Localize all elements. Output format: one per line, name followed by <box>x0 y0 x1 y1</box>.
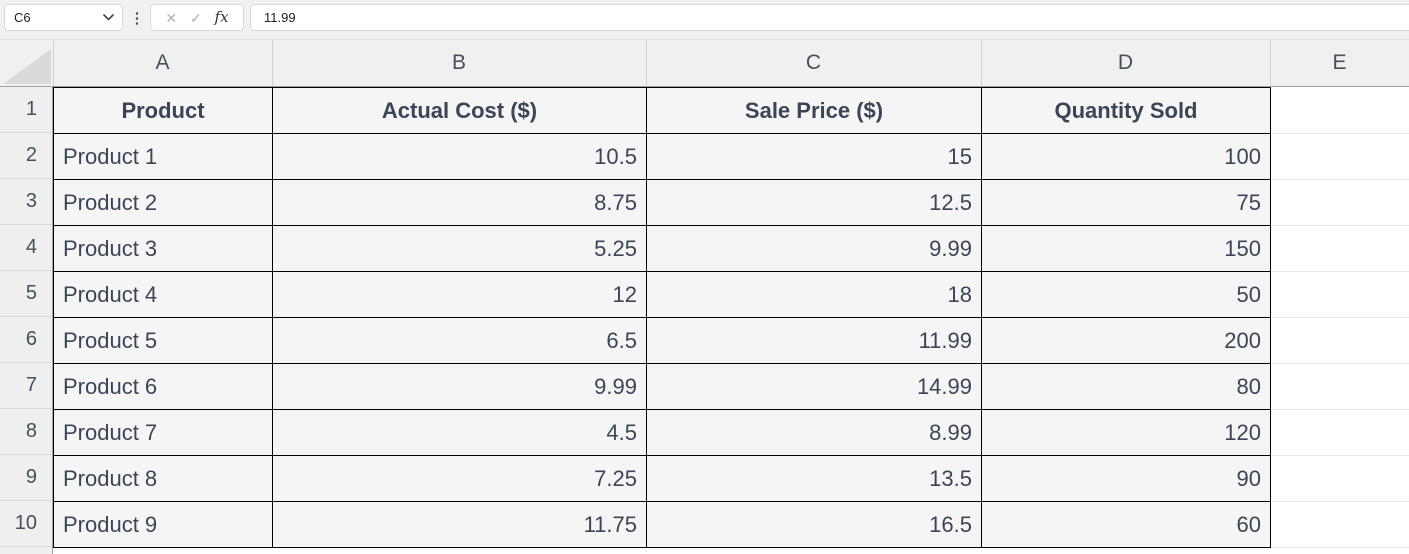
cell-D9[interactable]: 90 <box>982 456 1271 502</box>
cancel-icon[interactable]: ✕ <box>165 9 178 26</box>
row-header-3[interactable]: 3 <box>0 179 52 225</box>
cell-C1[interactable]: Sale Price ($) <box>647 88 982 134</box>
gridline <box>1271 455 1409 456</box>
cell-C5[interactable]: 18 <box>647 272 982 318</box>
cell-A5[interactable]: Product 4 <box>54 272 273 318</box>
header-divider <box>1270 40 1271 86</box>
name-box[interactable]: C6 <box>4 4 123 31</box>
name-box-resize-handle[interactable]: ⋮ <box>129 9 145 27</box>
cell-A10[interactable]: Product 9 <box>54 502 273 548</box>
formula-bar: C6 ⋮ ✕ ✓ fx 11.99 <box>0 0 1409 40</box>
column-headers: A B C D E <box>0 40 1409 87</box>
gridline <box>1271 271 1409 272</box>
cell-A2[interactable]: Product 1 <box>54 134 273 180</box>
cell-D7[interactable]: 80 <box>982 364 1271 410</box>
row-header-1[interactable]: 1 <box>0 87 52 133</box>
header-divider <box>981 40 982 86</box>
cell-B4[interactable]: 5.25 <box>273 226 647 272</box>
cell-C10[interactable]: 16.5 <box>647 502 982 548</box>
name-box-value: C6 <box>14 10 31 25</box>
row-header-11-partial[interactable] <box>0 547 52 554</box>
row-header-4[interactable]: 4 <box>0 225 52 271</box>
gridline <box>1271 501 1409 502</box>
column-header-b[interactable]: B <box>451 51 466 74</box>
cell-A9[interactable]: Product 8 <box>54 456 273 502</box>
gridline <box>1271 225 1409 226</box>
cell-B2[interactable]: 10.5 <box>273 134 647 180</box>
gridline <box>1271 409 1409 410</box>
cell-B3[interactable]: 8.75 <box>273 180 647 226</box>
cell-B6[interactable]: 6.5 <box>273 318 647 364</box>
formula-value: 11.99 <box>264 10 296 25</box>
cell-D1[interactable]: Quantity Sold <box>982 88 1271 134</box>
cell-C9[interactable]: 13.5 <box>647 456 982 502</box>
cell-A4[interactable]: Product 3 <box>54 226 273 272</box>
cell-D2[interactable]: 100 <box>982 134 1271 180</box>
cell-A7[interactable]: Product 6 <box>54 364 273 410</box>
row-header-9[interactable]: 9 <box>0 455 52 501</box>
cell-C6[interactable]: 11.99 <box>647 318 982 364</box>
cell-C8[interactable]: 8.99 <box>647 410 982 456</box>
cell-C4[interactable]: 9.99 <box>647 226 982 272</box>
enter-icon[interactable]: ✓ <box>189 9 202 26</box>
cell-D5[interactable]: 50 <box>982 272 1271 318</box>
row-header-6[interactable]: 6 <box>0 317 52 363</box>
cell-D4[interactable]: 150 <box>982 226 1271 272</box>
gridline <box>1271 547 1409 548</box>
cell-A8[interactable]: Product 7 <box>54 410 273 456</box>
select-all-triangle-icon <box>3 49 51 84</box>
header-divider <box>272 40 273 86</box>
row-header-8[interactable]: 8 <box>0 409 52 455</box>
insert-function-icon[interactable]: fx <box>214 8 229 26</box>
row-header-10[interactable]: 10 <box>0 501 52 547</box>
header-divider <box>53 40 54 86</box>
cell-D6[interactable]: 200 <box>982 318 1271 364</box>
column-header-d[interactable]: D <box>1117 51 1134 74</box>
select-all-corner[interactable] <box>0 40 53 86</box>
gridline <box>1271 133 1409 134</box>
cell-C3[interactable]: 12.5 <box>647 180 982 226</box>
cell-A6[interactable]: Product 5 <box>54 318 273 364</box>
column-header-a[interactable]: A <box>155 51 170 74</box>
gridline <box>1271 179 1409 180</box>
cell-B5[interactable]: 12 <box>273 272 647 318</box>
gridline <box>1271 317 1409 318</box>
row-headers: 1 2 3 4 5 6 7 8 9 10 <box>0 87 53 554</box>
cell-B8[interactable]: 4.5 <box>273 410 647 456</box>
cell-B10[interactable]: 11.75 <box>273 502 647 548</box>
cell-C7[interactable]: 14.99 <box>647 364 982 410</box>
header-divider <box>646 40 647 86</box>
row-header-2[interactable]: 2 <box>0 133 52 179</box>
column-header-c[interactable]: C <box>805 51 822 74</box>
cell-D10[interactable]: 60 <box>982 502 1271 548</box>
formula-buttons-group: ✕ ✓ fx <box>150 4 244 31</box>
column-header-e[interactable]: E <box>1332 51 1347 74</box>
cell-A3[interactable]: Product 2 <box>54 180 273 226</box>
cell-B9[interactable]: 7.25 <box>273 456 647 502</box>
data-table: Product Actual Cost ($) Sale Price ($) Q… <box>53 87 1271 548</box>
cell-B7[interactable]: 9.99 <box>273 364 647 410</box>
row-header-5[interactable]: 5 <box>0 271 52 317</box>
cell-D8[interactable]: 120 <box>982 410 1271 456</box>
cell-D3[interactable]: 75 <box>982 180 1271 226</box>
cell-A1[interactable]: Product <box>54 88 273 134</box>
chevron-down-icon[interactable] <box>103 14 114 21</box>
row-header-7[interactable]: 7 <box>0 363 52 409</box>
cell-C2[interactable]: 15 <box>647 134 982 180</box>
cell-B1[interactable]: Actual Cost ($) <box>273 88 647 134</box>
formula-input[interactable]: 11.99 <box>250 4 1409 31</box>
gridline <box>1271 363 1409 364</box>
